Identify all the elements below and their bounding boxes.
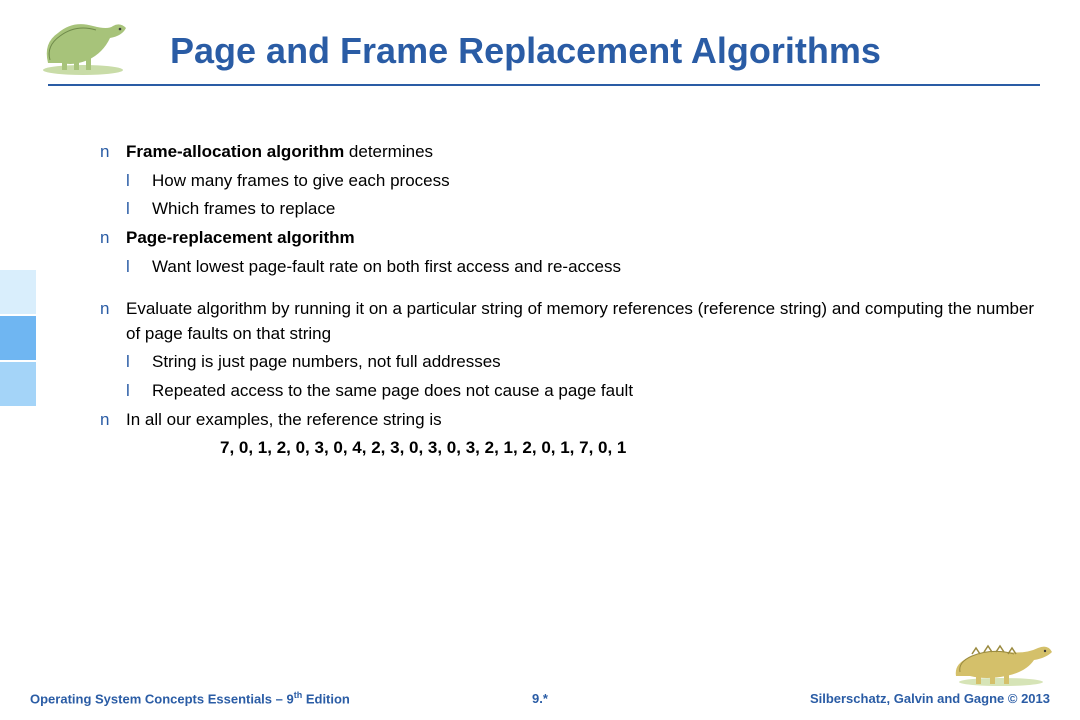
bullet-level2: l Which frames to replace xyxy=(100,197,1040,222)
bullet-text: Frame-allocation algorithm determines xyxy=(126,140,1040,165)
bullet-marker: n xyxy=(100,140,126,165)
slide: Page and Frame Replacement Algorithms n … xyxy=(0,0,1080,720)
content-area: n Frame-allocation algorithm determines … xyxy=(100,140,1040,461)
sidebar-block-1 xyxy=(0,270,36,314)
bullet-text: Page-replacement algorithm xyxy=(126,226,1040,251)
bullet-level2: l Repeated access to the same page does … xyxy=(100,379,1040,404)
bullet-level2: l How many frames to give each process xyxy=(100,169,1040,194)
footer: Operating System Concepts Essentials – 9… xyxy=(30,690,1050,706)
bullet-marker: n xyxy=(100,226,126,251)
bullet-level1: n In all our examples, the reference str… xyxy=(100,408,1040,433)
bullet-marker: l xyxy=(126,197,152,222)
bullet-level1: n Frame-allocation algorithm determines xyxy=(100,140,1040,165)
dinosaur-bottom-image xyxy=(946,628,1056,688)
bullet-text: Which frames to replace xyxy=(152,197,1040,222)
bullet-marker: n xyxy=(100,408,126,433)
bullet-level2: l Want lowest page-fault rate on both fi… xyxy=(100,255,1040,280)
bullet-text: How many frames to give each process xyxy=(152,169,1040,194)
sidebar-block-3 xyxy=(0,362,36,406)
bullet-marker: l xyxy=(126,169,152,194)
footer-right: Silberschatz, Galvin and Gagne © 2013 xyxy=(810,691,1050,706)
bullet-level2: l String is just page numbers, not full … xyxy=(100,350,1040,375)
bullet-marker: l xyxy=(126,350,152,375)
bullet-text: Evaluate algorithm by running it on a pa… xyxy=(126,297,1040,346)
bullet-level1: n Evaluate algorithm by running it on a … xyxy=(100,297,1040,346)
bullet-text: Want lowest page-fault rate on both firs… xyxy=(152,255,1040,280)
left-color-bar xyxy=(0,270,36,406)
dinosaur-top-image xyxy=(28,8,138,78)
sidebar-block-2 xyxy=(0,316,36,360)
bullet-marker: l xyxy=(126,379,152,404)
bullet-level1: n Page-replacement algorithm xyxy=(100,226,1040,251)
reference-string: 7, 0, 1, 2, 0, 3, 0, 4, 2, 3, 0, 3, 0, 3… xyxy=(220,436,1040,461)
title-underline xyxy=(48,84,1040,86)
bullet-text: String is just page numbers, not full ad… xyxy=(152,350,1040,375)
footer-left: Operating System Concepts Essentials – 9… xyxy=(30,690,350,706)
bullet-marker: l xyxy=(126,255,152,280)
bullet-text: Repeated access to the same page does no… xyxy=(152,379,1040,404)
page-title: Page and Frame Replacement Algorithms xyxy=(170,30,1040,72)
bullet-marker: n xyxy=(100,297,126,322)
spacer xyxy=(100,283,1040,297)
footer-page-number: 9.* xyxy=(532,691,548,706)
bullet-text: In all our examples, the reference strin… xyxy=(126,408,1040,433)
